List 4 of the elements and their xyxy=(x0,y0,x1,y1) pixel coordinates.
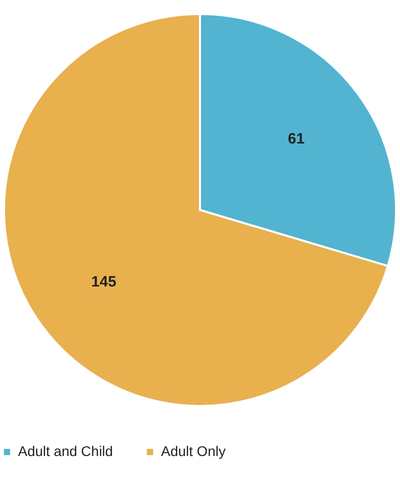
data-label: 61 xyxy=(288,130,305,148)
legend-label: Adult Only xyxy=(161,443,226,459)
legend-label: Adult and Child xyxy=(18,443,113,459)
data-label: 145 xyxy=(91,274,116,291)
